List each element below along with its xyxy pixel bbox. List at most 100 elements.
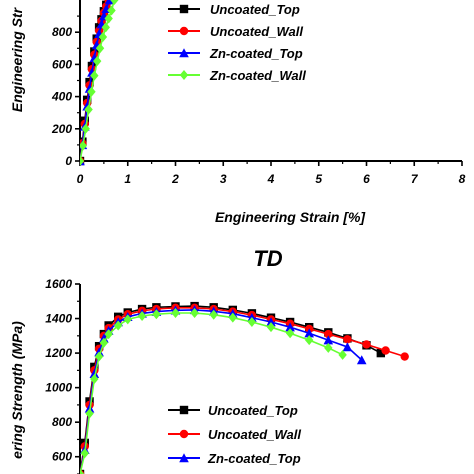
data-point [80,156,85,166]
x-tick-label: 4 [267,172,275,186]
legend-label: Uncoated_Top [210,2,300,17]
data-point [362,340,371,349]
legend-marker [179,453,189,463]
data-point [90,70,99,81]
data-point [247,317,257,327]
y-tick-label: 800 [52,415,72,429]
data-point [89,369,100,379]
data-point [90,374,99,384]
legend-label: Uncoated_Top [208,403,298,418]
data-point [209,309,218,320]
legend-marker [179,48,189,58]
y-tick-label: 600 [52,450,72,464]
x-tick-label: 2 [171,172,179,186]
legend-label: Zn-coated_Top [207,451,301,466]
data-point [343,335,352,344]
series-zn-coated-wall [80,308,347,474]
data-point [137,310,147,321]
data-point [81,123,90,134]
y-tick-label: 200 [51,122,72,136]
legend-entry: Uncoated_Wall [168,427,301,442]
y-tick-label: 600 [52,57,72,71]
series-line [80,312,343,474]
series-line [80,309,363,474]
data-point [99,337,109,348]
data-point [104,13,113,24]
y-axis-label: ering Strength (MPa) [9,321,25,459]
x-tick-label: 8 [459,172,466,186]
data-point [80,448,89,459]
series-uncoated-wall [80,303,409,474]
data-point [114,320,123,331]
data-point [342,342,353,352]
data-point [98,32,108,43]
legend-label: Zn-coated_Top [209,46,303,61]
data-point [80,469,85,474]
legend-entry: Uncoated_Top [168,2,300,17]
series-zn-coated-wall [80,0,119,166]
chart-panel-2: 600 800 1000 1200 1400 1600 ering Strength (MP… [9,246,409,474]
data-point [85,408,94,419]
data-point [400,352,409,361]
y-axis-label: Engineering Str [9,6,25,112]
x-tick-label: 7 [411,172,419,186]
data-point [285,328,295,339]
legend: Uncoated_Top Uncoated_Wall Zn-coated_Top [168,403,301,466]
data-point [323,335,334,345]
data-point [152,309,161,320]
data-point [376,348,386,358]
x-tick-label: 6 [363,172,370,186]
x-tick-label: 3 [220,172,227,186]
legend-entry: Zn-coated_Top [168,46,303,61]
data-point [266,322,276,333]
data-point [95,43,105,54]
legend-label: Uncoated_Wall [208,427,301,442]
data-point [324,342,333,353]
x-tick-label: 1 [124,172,131,186]
data-point [304,328,314,338]
chart-panel-1: 0 200 400 600 800 0 1 2 3 4 5 6 7 8 Engineering Strain… [9,0,466,225]
x-axis-label: Engineering Strain [%] [215,209,366,225]
legend: Uncoated_Top Uncoated_Wall Zn-coated_Top Zn… [168,2,306,83]
data-point [92,56,102,67]
x-tick-label: 5 [315,172,322,186]
y-tick-label: 800 [52,25,72,39]
series-uncoated-top [80,301,386,474]
data-point [266,317,276,327]
data-point [87,86,96,97]
y-tick-label: 0 [65,154,72,168]
y-tick-label: 1200 [45,346,72,360]
chart-title: TD [253,246,282,271]
legend-label: Uncoated_Wall [210,24,303,39]
data-point [324,329,333,339]
plot-area [80,0,119,166]
data-point [123,314,132,325]
data-point [101,22,110,33]
data-point [94,351,104,362]
data-point [190,308,199,319]
legend-marker [179,70,189,80]
legend-entry: Uncoated_Top [168,403,298,418]
y-tick-label: 1000 [45,381,72,395]
data-point [171,308,180,319]
legend-entry: Zn-coated_Top [168,451,301,466]
data-point [285,322,295,332]
data-point [305,335,314,346]
legend-entry: Zn-coated_Wall [168,68,306,83]
data-point [381,346,390,355]
x-tick-label: 0 [77,172,84,186]
data-point [338,349,347,360]
series-line [80,306,405,474]
data-point [80,140,88,151]
legend-entry: Uncoated_Wall [168,24,303,39]
legend-marker [179,429,189,439]
legend-label: Zn-coated_Wall [209,68,306,83]
data-point [110,0,119,5]
data-point [356,355,367,365]
data-point [228,312,237,323]
data-point [84,104,93,115]
y-tick-label: 1400 [45,312,72,326]
legend-marker [179,4,189,14]
series-line [80,305,382,474]
